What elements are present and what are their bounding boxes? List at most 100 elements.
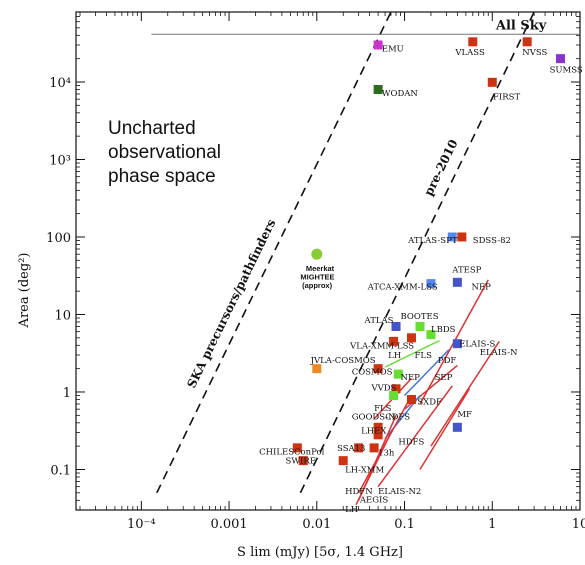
y-tick-label: 100 xyxy=(46,231,71,246)
label-goods-n: GOODS-N xyxy=(352,413,397,423)
fls-point xyxy=(389,391,399,401)
cdfs-point xyxy=(373,422,383,432)
label-cdfs: CDFS xyxy=(385,413,410,423)
nvss-point xyxy=(522,37,532,47)
label-nep: NEP xyxy=(472,282,492,292)
atca-xmm-lss-point xyxy=(426,279,436,289)
label-hdfs: HDFS xyxy=(398,437,424,447)
meerkat-mightee-approx-point xyxy=(311,248,323,260)
first-point xyxy=(487,77,497,87)
y-tick-label: 10 xyxy=(54,308,71,323)
all-sky-label: All Sky xyxy=(495,18,547,33)
x-tick-label: 10⁻⁴ xyxy=(127,517,156,532)
plot-frame xyxy=(75,11,581,511)
sumss-point xyxy=(556,54,566,64)
y-axis-title: Area (deg²) xyxy=(17,253,32,329)
uncharted-label-line3: phase space xyxy=(108,166,216,187)
label-nep: NEP xyxy=(401,373,421,383)
x-tick-label: 0.1 xyxy=(394,517,415,532)
elais-n2-track xyxy=(377,385,453,488)
label-mf: MF xyxy=(457,410,472,420)
x-tick-label: 0.001 xyxy=(210,517,247,532)
survey-points xyxy=(292,37,566,466)
label-elais-s: ELAIS-S xyxy=(459,340,495,350)
label-13h: 13h xyxy=(378,449,395,459)
sdss-82-point xyxy=(457,232,467,242)
label-pdf: PDF xyxy=(438,356,457,366)
uncharted-label-line1: Uncharted xyxy=(108,118,196,139)
wodan-point xyxy=(373,84,383,94)
y-tick-label: 10³ xyxy=(49,153,71,168)
vvds-point xyxy=(391,384,401,394)
label-hdfn: HDFN xyxy=(345,487,373,497)
label-cosmos: COSMOS xyxy=(352,367,393,377)
label-atca-xmm-lss: ATCA-XMM-LSS xyxy=(367,282,438,292)
lh-track-track xyxy=(355,432,392,506)
label-jvla-cosmos: JVLA-COSMOS xyxy=(310,356,376,366)
lh-xmm-point xyxy=(338,456,348,466)
label-emu: EMU xyxy=(382,45,404,55)
label-vvds: VVDS xyxy=(370,383,396,393)
label-approx: (approx) xyxy=(302,281,333,290)
lbds-point xyxy=(426,330,436,340)
x-tick-label: 1 xyxy=(488,517,496,532)
swire-point xyxy=(298,456,308,466)
atesp-point xyxy=(452,277,462,287)
elais-n-point xyxy=(452,339,462,349)
label-sep: SEP xyxy=(435,373,453,383)
y-tick-label: 0.1 xyxy=(50,463,71,478)
y-tick-label: 1 xyxy=(63,386,71,401)
13h-point xyxy=(369,443,379,453)
elais-n-track xyxy=(430,340,500,447)
label-meerkat: Meerkat xyxy=(306,264,335,273)
label-vlass: VLASS xyxy=(454,48,485,58)
emu-point xyxy=(373,40,383,50)
label-lh: LH xyxy=(345,505,358,515)
atlas-point xyxy=(391,321,401,331)
label-first: FIRST xyxy=(493,92,520,102)
label-aegis: AEGIS xyxy=(359,495,388,505)
mf-point xyxy=(452,422,462,432)
label-lh: LH xyxy=(388,351,401,361)
label-nvss: NVSS xyxy=(522,48,547,58)
cosmos-point xyxy=(373,364,383,374)
mf-track-track xyxy=(419,388,471,470)
chilesconpol-point xyxy=(292,443,302,453)
lhex-point xyxy=(373,430,383,440)
pdf-track xyxy=(403,349,450,397)
label-lhex: LHEX xyxy=(361,426,387,436)
label-mightee: MIGHTEE xyxy=(300,272,334,281)
nep-point xyxy=(393,369,403,379)
x-axis-title: S lim (mJy) [5σ, 1.4 GHz] xyxy=(237,545,403,560)
label-elais-n: ELAIS-N xyxy=(480,348,518,358)
label-vla-xmm-lss: VLA-XMM-LSS xyxy=(349,341,414,351)
label-sxdf: SXDF xyxy=(417,398,442,408)
label-sdss-82: SDSS-82 xyxy=(473,236,511,246)
label-bootes: BOOTES xyxy=(401,312,439,322)
label-elais-n2: ELAIS-N2 xyxy=(378,487,421,497)
uncharted-label-line2: observational xyxy=(108,142,221,163)
vlass-point xyxy=(468,37,478,47)
x-tick-label: 10 xyxy=(572,517,585,532)
label-chilesconpol: CHILESConPol xyxy=(259,448,325,458)
label-lbds: LBDS xyxy=(431,325,456,335)
label-ssa13: SSA13 xyxy=(337,444,365,454)
label-fls: FLS xyxy=(415,351,433,361)
lh-point xyxy=(406,333,416,343)
vla-xmm-lss-point xyxy=(389,336,399,346)
y-tick-label: 10⁴ xyxy=(49,76,71,91)
label-fls: FLS xyxy=(374,404,392,414)
label-atesp: ATESP xyxy=(451,266,481,276)
bootes-point xyxy=(415,321,425,331)
fls-track-track xyxy=(384,339,440,368)
label-sumss: SUMSS xyxy=(550,65,583,75)
label-lh-xmm: LH-XMM xyxy=(345,465,384,475)
atlas-spt-point xyxy=(447,232,457,242)
jvla-cosmos-point xyxy=(312,364,322,374)
label-atlas-spt: ATLAS-SPT xyxy=(407,236,458,246)
x-tick-label: 0.01 xyxy=(302,517,331,532)
label-wodan: WODAN xyxy=(382,89,419,99)
axes: 10⁻⁴ 0.001 0.01 0.1 1 10 0.1 1 10 100 10³ 10⁴ xyxy=(46,11,585,532)
